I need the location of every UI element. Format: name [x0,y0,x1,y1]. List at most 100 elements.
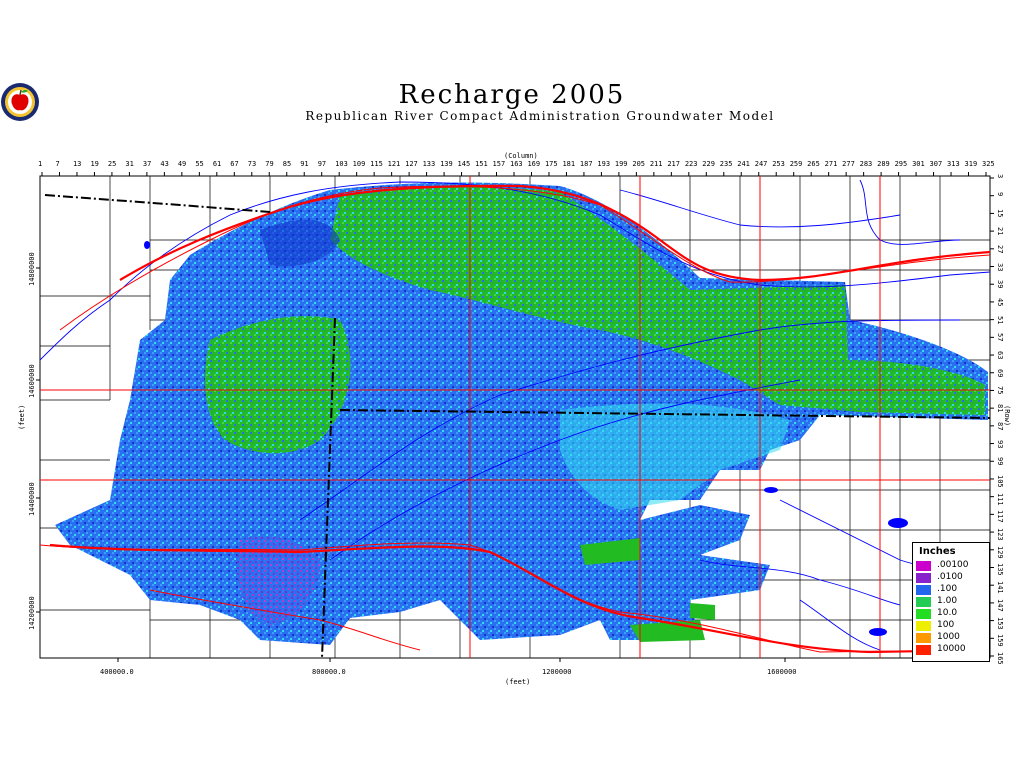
row-label: 117 [996,510,1004,524]
column-axis-label: (Column) [504,152,538,160]
column-label: 253 [772,160,785,168]
x-tick-label: 1600000 [767,668,797,676]
row-label: 51 [996,315,1004,325]
column-label: 247 [754,160,768,168]
row-label: 81 [996,404,1004,413]
x-tick-label: 800000.0 [312,668,346,676]
row-label: 21 [996,227,1004,236]
x-tick-label: 400000.0 [100,668,134,676]
zone-cyan-east [560,403,790,510]
column-label: 79 [265,160,274,168]
column-label: 313 [947,160,960,168]
column-label: 157 [492,160,506,168]
row-ticks [990,177,994,657]
column-label: 223 [684,160,698,168]
column-label: 259 [789,160,803,168]
legend-swatch [916,621,931,631]
column-label: 127 [405,160,418,168]
legend-label: .100 [937,584,958,594]
y-tick-label: 14200000 [28,596,36,630]
legend-label: 1.00 [937,596,958,606]
column-label: 205 [632,160,646,168]
row-label: 159 [996,634,1004,647]
row-label: 27 [996,244,1004,254]
column-label: 73 [247,160,257,168]
row-label: 45 [996,297,1004,307]
row-label: 111 [996,492,1004,506]
legend-swatch [916,597,931,607]
column-label: 55 [195,160,204,168]
x-ticks [117,658,786,662]
zone-green-west [205,316,351,454]
column-label: 91 [300,160,309,168]
zone-green-south3 [690,603,715,620]
zone-magenta [236,536,320,625]
page-title: Recharge 2005 [398,80,626,110]
column-label: 61 [212,160,222,168]
column-label: 67 [230,160,239,168]
legend-label: .00100 [937,560,969,570]
rivers [40,179,990,651]
row-label: 123 [996,528,1004,541]
legend-swatch [916,609,931,619]
apple-logo-icon [1,83,39,121]
row-label: 3 [996,174,1004,179]
row-label: 87 [996,421,1004,431]
column-label: 271 [824,160,838,168]
column-label: 97 [317,160,327,168]
row-label: 9 [996,191,1004,196]
column-label: 307 [929,160,943,168]
column-label: 283 [859,160,873,168]
row-label: 75 [996,386,1004,395]
lakes [144,241,908,636]
y-ticks [36,267,40,613]
legend-label: 10000 [937,644,966,654]
column-label: 109 [352,160,366,168]
row-label: 129 [996,545,1004,559]
row-label: 63 [996,351,1004,360]
legend-swatch [916,585,931,595]
column-label: 181 [562,160,576,168]
column-label: 301 [912,160,925,168]
legend-label: 1000 [937,632,960,642]
column-label: 235 [719,160,733,168]
row-label: 69 [996,368,1004,378]
row-label: 15 [996,209,1004,218]
y-tick-label: 14400000 [28,482,36,516]
legend-label: 10.0 [937,608,958,618]
column-label: 121 [387,160,401,168]
row-label: 93 [996,439,1004,448]
column-label: 319 [964,160,978,168]
column-label: 151 [475,160,488,168]
column-label: 103 [335,160,348,168]
column-label: 19 [90,160,99,168]
row-label: 165 [996,652,1004,665]
column-label: 139 [440,160,453,168]
column-label: 295 [894,160,908,168]
column-label: 289 [877,160,890,168]
page-subtitle: Republican River Compact Administration … [305,109,775,123]
zone-green-south [580,538,640,565]
column-label: 265 [807,160,820,168]
row-label: 105 [996,474,1004,488]
column-label: 133 [422,160,436,168]
x-tick-label: 1200000 [542,668,572,676]
column-label: 163 [510,160,523,168]
row-label: 99 [996,457,1004,466]
column-label: 115 [370,160,383,168]
column-label: 199 [614,160,628,168]
column-label: 49 [177,160,187,168]
row-label: 33 [996,262,1004,271]
legend-label: .0100 [937,572,963,582]
column-label: 13 [72,160,82,168]
column-label: 85 [282,160,292,168]
legend-swatch [916,561,931,571]
zone-green-north [330,187,985,415]
major-road-north [119,184,990,282]
legend-swatch [916,573,931,583]
row-label: 135 [996,563,1004,577]
row-label: 57 [996,333,1004,342]
row-label: 153 [996,616,1004,630]
column-label: 193 [597,160,611,168]
